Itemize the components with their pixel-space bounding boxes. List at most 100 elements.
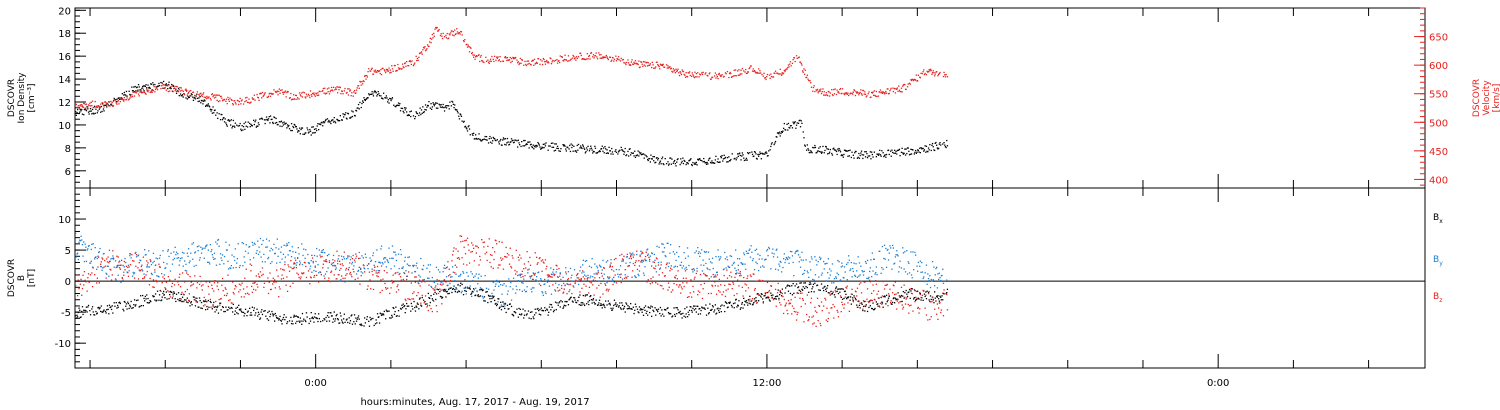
data-point bbox=[533, 148, 535, 150]
data-point bbox=[393, 251, 395, 253]
data-point bbox=[685, 266, 687, 268]
data-point bbox=[914, 289, 916, 292]
data-point bbox=[179, 86, 181, 89]
data-point bbox=[524, 139, 526, 142]
data-point bbox=[852, 154, 854, 156]
data-point bbox=[123, 300, 125, 303]
data-point bbox=[256, 93, 258, 96]
data-point bbox=[158, 82, 160, 85]
data-point bbox=[763, 72, 765, 74]
data-point bbox=[842, 288, 844, 290]
data-point bbox=[803, 137, 805, 139]
data-point bbox=[946, 279, 948, 281]
data-point bbox=[193, 265, 195, 267]
data-point bbox=[313, 128, 316, 130]
data-point bbox=[807, 78, 809, 80]
data-point bbox=[825, 146, 827, 148]
data-point bbox=[341, 255, 343, 257]
data-point bbox=[146, 260, 148, 262]
data-point bbox=[739, 74, 741, 76]
data-point bbox=[527, 60, 530, 62]
data-point bbox=[641, 261, 643, 263]
data-point bbox=[248, 293, 250, 295]
data-point bbox=[150, 83, 152, 85]
data-point bbox=[483, 138, 486, 140]
data-point bbox=[408, 114, 410, 116]
data-point bbox=[646, 61, 648, 63]
data-point bbox=[186, 301, 188, 303]
data-point bbox=[818, 289, 820, 291]
data-point bbox=[275, 315, 277, 317]
data-point bbox=[546, 281, 549, 283]
data-point bbox=[909, 153, 911, 155]
data-point bbox=[718, 161, 720, 163]
data-point bbox=[576, 277, 578, 279]
data-point bbox=[229, 307, 231, 310]
data-point bbox=[433, 35, 435, 37]
data-point bbox=[316, 255, 318, 257]
data-point bbox=[309, 268, 311, 270]
data-point bbox=[586, 294, 588, 296]
data-point bbox=[637, 273, 639, 275]
data-point bbox=[163, 274, 165, 276]
data-point bbox=[88, 244, 90, 247]
data-point bbox=[692, 307, 694, 309]
data-point bbox=[768, 150, 770, 152]
data-point bbox=[709, 157, 711, 159]
data-point bbox=[796, 122, 798, 124]
data-point bbox=[309, 320, 312, 322]
data-point bbox=[843, 153, 845, 156]
data-point bbox=[186, 297, 188, 299]
data-point bbox=[577, 56, 580, 58]
data-point bbox=[344, 321, 346, 323]
data-point bbox=[92, 106, 94, 108]
data-point bbox=[675, 165, 677, 167]
data-point bbox=[290, 322, 293, 325]
data-point bbox=[475, 134, 477, 136]
data-point bbox=[438, 28, 440, 31]
data-point bbox=[229, 299, 231, 301]
data-point bbox=[835, 150, 838, 153]
data-point bbox=[323, 122, 325, 124]
data-point bbox=[432, 37, 434, 39]
data-point bbox=[104, 265, 107, 267]
data-point bbox=[197, 250, 199, 252]
data-point bbox=[213, 94, 215, 96]
data-point bbox=[722, 76, 725, 78]
data-point bbox=[324, 121, 326, 123]
data-point bbox=[278, 88, 280, 90]
data-point bbox=[146, 89, 148, 92]
data-point bbox=[452, 31, 454, 33]
data-point bbox=[345, 258, 348, 260]
data-point bbox=[128, 307, 130, 310]
data-point bbox=[714, 274, 716, 276]
data-point bbox=[274, 252, 276, 255]
data-point bbox=[729, 255, 731, 257]
data-point bbox=[454, 291, 456, 293]
data-point bbox=[278, 248, 280, 250]
data-point bbox=[630, 154, 632, 156]
data-point bbox=[242, 129, 244, 131]
data-point bbox=[253, 257, 255, 259]
data-point bbox=[540, 314, 542, 316]
data-point bbox=[654, 307, 656, 309]
data-point bbox=[786, 123, 788, 125]
data-point bbox=[311, 132, 314, 134]
data-point bbox=[595, 299, 597, 301]
data-point bbox=[200, 252, 203, 254]
data-point bbox=[402, 303, 404, 305]
data-point bbox=[934, 142, 936, 144]
data-point bbox=[773, 72, 775, 74]
data-point bbox=[198, 100, 201, 102]
data-point bbox=[770, 292, 772, 294]
data-point bbox=[780, 261, 782, 263]
data-point bbox=[787, 122, 790, 125]
data-point bbox=[923, 293, 926, 295]
data-point bbox=[868, 91, 870, 93]
data-point bbox=[463, 40, 465, 43]
data-point bbox=[83, 271, 86, 273]
data-point bbox=[723, 268, 725, 270]
data-point bbox=[828, 152, 830, 155]
data-point bbox=[723, 75, 725, 77]
